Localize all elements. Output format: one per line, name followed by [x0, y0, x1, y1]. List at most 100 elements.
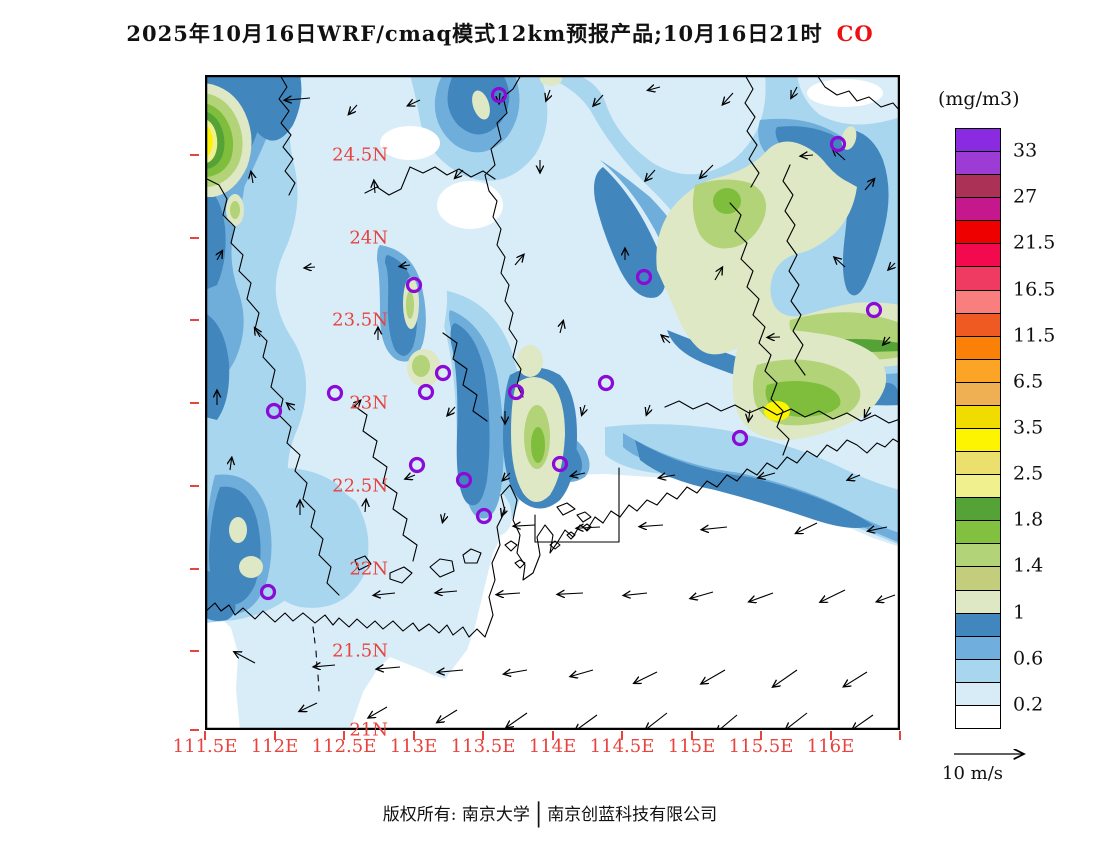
wind-arrow: [502, 506, 505, 516]
colorbar: 33 27 21.5 16.5 11.5 6.5 3.5 2.5 1.8 1.4 1 0.6 0.2: [955, 128, 1055, 729]
x-tick: [551, 731, 554, 740]
wind-arrow: [700, 164, 714, 178]
title-text: 2025年10月16日WRF/cmaq模式12km预报产品;10月16日21时: [126, 21, 823, 46]
latitude-label: 22.5N: [332, 475, 388, 497]
colorbar-cell: [955, 243, 1001, 268]
colorbar-cell: [955, 174, 1001, 199]
x-tick: [899, 731, 901, 740]
wind-arrow: [284, 98, 311, 100]
wind-arrow: [560, 320, 563, 334]
station-marker: [259, 583, 277, 601]
figure-title: 2025年10月16日WRF/cmaq模式12km预报产品;10月16日21时 C…: [0, 18, 1000, 48]
colorbar-label: 3.5: [1013, 416, 1044, 439]
station-marker: [507, 383, 525, 401]
latitude-label: 23.5N: [332, 309, 388, 331]
colorbar-label: 21.5: [1013, 231, 1056, 254]
wind-arrow: [230, 457, 232, 471]
wind-arrow: [353, 400, 361, 408]
colorbar-cell: [955, 128, 1001, 153]
wind-arrow: [864, 406, 870, 418]
wind-arrow: [503, 670, 528, 674]
colorbar-cell: [955, 197, 1001, 222]
station-marker: [434, 364, 452, 382]
colorbar-label: 33: [1013, 139, 1038, 162]
wind-arrow: [514, 254, 524, 266]
colorbar-label: 27: [1013, 185, 1038, 208]
wind-arrow: [255, 327, 261, 338]
x-tick: [829, 731, 832, 740]
latitude-label: 24.5N: [332, 144, 388, 166]
wind-arrow: [299, 702, 318, 711]
y-tick: [190, 319, 199, 322]
station-marker: [551, 455, 569, 473]
x-tick: [204, 731, 206, 740]
y-tick: [190, 236, 199, 239]
station-marker: [475, 507, 493, 525]
sea-region: [205, 474, 900, 730]
wind-arrow: [701, 669, 726, 684]
wind-arrow: [847, 475, 861, 480]
colorbar-label: 16.5: [1013, 278, 1056, 301]
wind-arrow: [513, 525, 536, 526]
colorbar-label: 6.5: [1013, 370, 1044, 393]
colorbar-label: 2.5: [1013, 462, 1044, 485]
wind-arrow: [304, 267, 316, 268]
colorbar-cell: [955, 151, 1001, 176]
x-tick: [482, 731, 484, 740]
x-tick: [621, 731, 623, 740]
wind-arrow: [313, 665, 336, 667]
colorbar-cell: [955, 358, 1001, 383]
wind-arrow: [407, 100, 421, 106]
wind-arrow: [758, 473, 776, 478]
longitude-label: 112E: [250, 736, 299, 757]
longitude-label: 113.5E: [450, 736, 516, 757]
colorbar-cell: [955, 658, 1001, 683]
wind-arrow: [639, 525, 664, 527]
wind-arrow: [722, 92, 734, 105]
hongkong-box: [534, 467, 620, 543]
wind-arrow: [447, 406, 456, 416]
colorbar-label: 0.6: [1013, 647, 1044, 670]
colorbar-cell: [955, 335, 1001, 360]
colorbar-label: 1.8: [1013, 508, 1044, 531]
wind-arrow: [437, 709, 458, 723]
wind-arrow: [376, 667, 401, 669]
longitude-label: 114.5E: [589, 736, 655, 757]
station-marker: [635, 268, 653, 286]
colorbar-label: 0.2: [1013, 693, 1044, 716]
wind-arrow: [348, 104, 358, 115]
y-tick: [190, 567, 199, 570]
co-concentration-map: [205, 75, 900, 730]
y-tick: [190, 729, 199, 731]
wind-arrow: [690, 591, 714, 599]
colorbar-cell: [955, 520, 1001, 545]
wind-arrow: [570, 669, 594, 677]
y-tick: [190, 484, 199, 487]
latitude-label: 21N: [349, 719, 388, 741]
wind-arrow: [399, 265, 411, 267]
wind-arrow: [852, 714, 874, 730]
station-marker: [490, 86, 508, 104]
copyright-footer: 版权所有: 南京大学│ 南京创蓝科技有限公司: [0, 800, 1100, 828]
wind-arrow: [795, 522, 818, 534]
colorbar-cell: [955, 566, 1001, 591]
latitude-label: 23N: [349, 392, 388, 414]
wind-arrow: [876, 594, 896, 602]
wind-arrow: [864, 179, 875, 191]
colorbar-cell: [955, 451, 1001, 476]
colorbar-cell: [955, 220, 1001, 245]
wind-arrow: [820, 589, 846, 602]
wind-arrow: [772, 669, 798, 687]
wind-arrow: [645, 169, 656, 181]
station-marker: [865, 301, 883, 319]
x-tick: [690, 731, 693, 740]
footer-left: 版权所有: 南京大学: [382, 805, 530, 825]
wind-arrow: [576, 527, 601, 528]
wind-arrow: [435, 591, 458, 593]
wind-arrow: [843, 671, 868, 687]
colorbar-label: 1: [1013, 601, 1026, 624]
colorbar-cell: [955, 428, 1001, 453]
wind-arrow: [365, 499, 366, 513]
latitude-label: 21.5N: [332, 640, 388, 662]
wind-scale-label: 10 m/s: [942, 763, 1003, 784]
